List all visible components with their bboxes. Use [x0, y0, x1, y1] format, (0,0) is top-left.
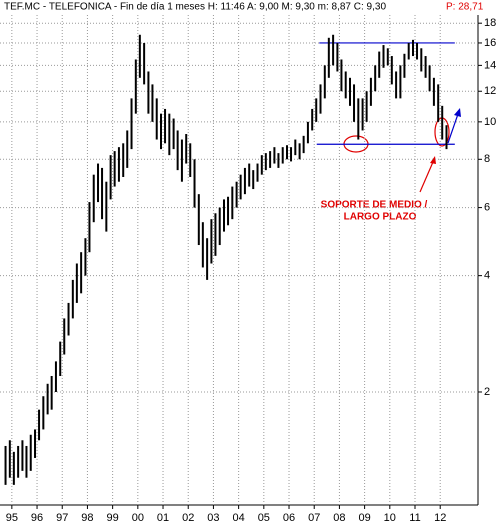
- arrow-head: [430, 156, 436, 164]
- price-label: P: 28,71: [446, 2, 484, 13]
- x-tick-label: 12: [434, 512, 446, 524]
- x-tick-label: 06: [283, 512, 295, 524]
- x-tick-label: 96: [31, 512, 43, 524]
- y-tick-label: 12: [484, 85, 496, 97]
- y-tick-label: 4: [484, 270, 490, 282]
- x-tick-label: 05: [258, 512, 270, 524]
- x-tick-label: 04: [232, 512, 244, 524]
- x-tick-label: 01: [157, 512, 169, 524]
- arrow: [447, 113, 459, 144]
- y-tick-label: 2: [484, 386, 490, 398]
- x-tick-label: 99: [107, 512, 119, 524]
- x-tick-label: 09: [358, 512, 370, 524]
- x-tick-label: 95: [6, 512, 18, 524]
- annotation: LARGO PLAZO: [344, 212, 417, 223]
- y-tick-label: 18: [484, 17, 496, 29]
- arrow: [419, 161, 434, 193]
- y-tick-label: 14: [484, 59, 496, 71]
- x-tick-label: 97: [56, 512, 68, 524]
- x-tick-label: 03: [207, 512, 219, 524]
- y-tick-label: 6: [484, 201, 490, 213]
- annotation: SOPORTE DE MEDIO /: [321, 200, 428, 211]
- x-tick-label: 02: [182, 512, 194, 524]
- chart-title: TEF.MC - TELEFONICA - Fin de día 1 meses…: [4, 2, 386, 13]
- x-tick-label: 08: [333, 512, 345, 524]
- x-tick-label: 07: [308, 512, 320, 524]
- x-tick-label: 10: [384, 512, 396, 524]
- arrow-head: [454, 108, 461, 117]
- x-tick-label: 00: [132, 512, 144, 524]
- y-tick-label: 16: [484, 37, 496, 49]
- y-tick-label: 10: [484, 116, 496, 128]
- x-tick-label: 11: [409, 512, 420, 524]
- y-tick-label: 8: [484, 153, 490, 165]
- x-tick-label: 98: [81, 512, 93, 524]
